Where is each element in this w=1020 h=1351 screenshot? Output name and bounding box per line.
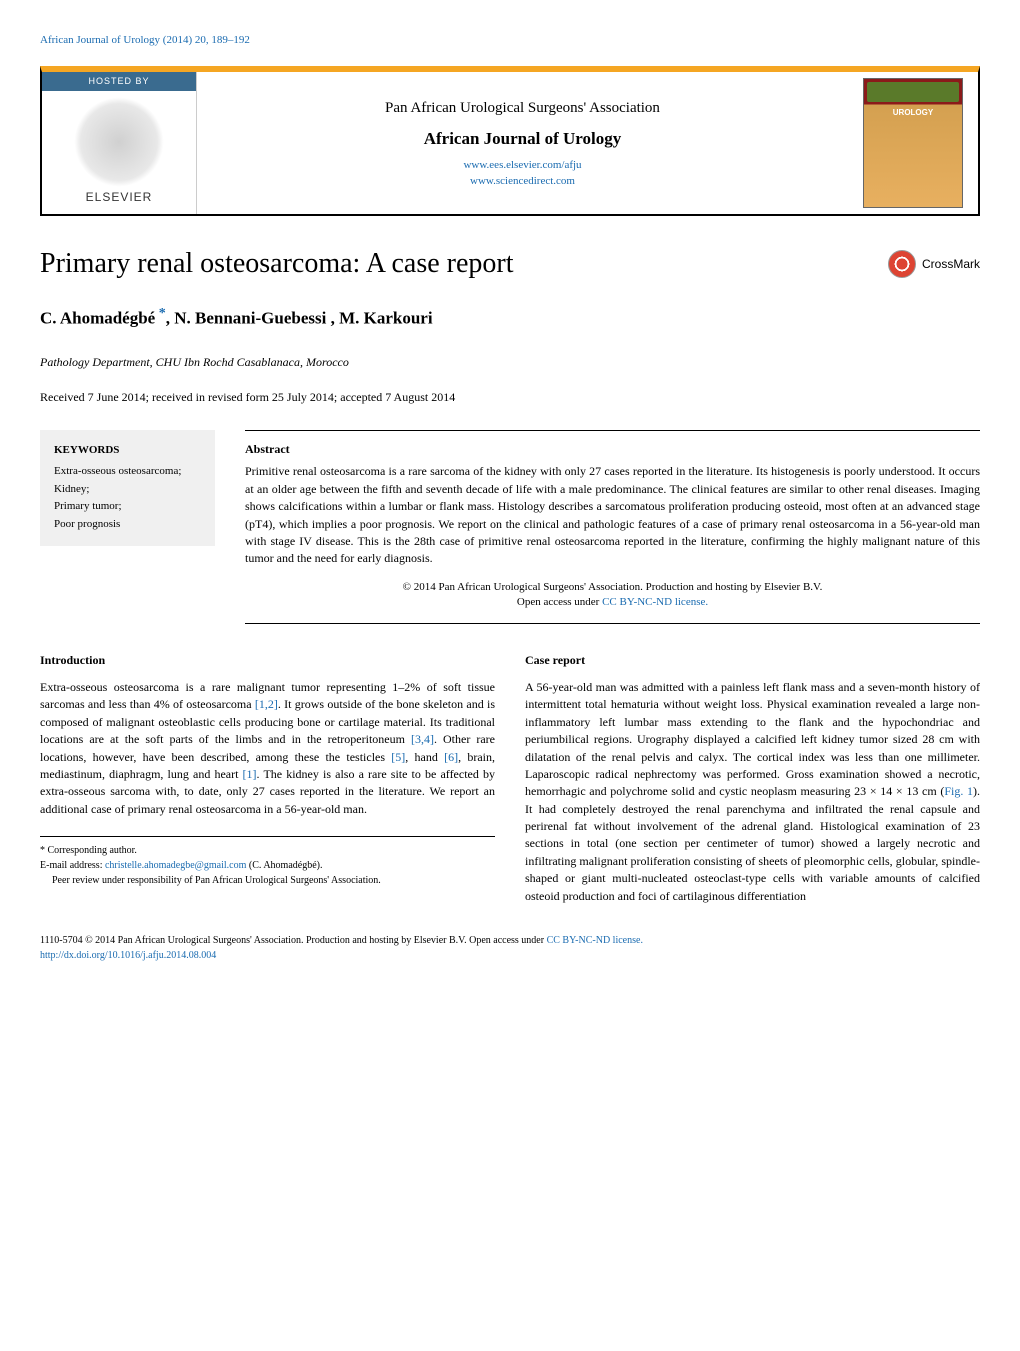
elsevier-label: ELSEVIER xyxy=(86,189,153,206)
authors: C. Ahomadégbé *, N. Bennani-Guebessi , M… xyxy=(40,304,980,330)
case-report-heading: Case report xyxy=(525,652,980,669)
abstract-rule-bottom xyxy=(245,623,980,624)
email-suffix: (C. Ahomadégbé). xyxy=(246,860,322,871)
keywords-heading: KEYWORDS xyxy=(54,442,201,460)
crossmark-icon xyxy=(888,250,916,278)
article-title: Primary renal osteosarcoma: A case repor… xyxy=(40,244,514,283)
abstract-heading: Abstract xyxy=(245,441,980,458)
ref-6[interactable]: [6] xyxy=(444,750,458,764)
keywords-list: Extra-osseous osteosarcoma; Kidney; Prim… xyxy=(54,463,201,533)
introduction-heading: Introduction xyxy=(40,652,495,669)
peer-review-note: Peer review under responsibility of Pan … xyxy=(40,873,495,888)
author-email-link[interactable]: christelle.ahomadegbe@gmail.com xyxy=(105,860,246,871)
ref-1-2[interactable]: [1,2] xyxy=(255,697,278,711)
footer-copyright: 1110-5704 © 2014 Pan African Urological … xyxy=(40,933,980,963)
journal-banner: HOSTED BY ELSEVIER Pan African Urologica… xyxy=(40,66,980,216)
fig-1-link[interactable]: Fig. 1 xyxy=(944,784,973,798)
article-dates: Received 7 June 2014; received in revise… xyxy=(40,389,980,406)
crossmark-label: CrossMark xyxy=(922,256,980,273)
journal-citation-link[interactable]: African Journal of Urology (2014) 20, 18… xyxy=(40,34,250,46)
email-label: E-mail address: xyxy=(40,860,105,871)
journal-name: African Journal of Urology xyxy=(209,127,836,151)
crossmark-badge[interactable]: CrossMark xyxy=(888,250,980,278)
affiliation: Pathology Department, CHU Ibn Rochd Casa… xyxy=(40,354,980,371)
license-prefix: Open access under xyxy=(517,596,602,608)
hosted-by-badge: HOSTED BY xyxy=(42,72,196,91)
elsevier-tree-icon xyxy=(74,97,164,187)
ref-5[interactable]: [5] xyxy=(391,750,405,764)
corresponding-author: * Corresponding author. xyxy=(40,843,495,858)
journal-link-2[interactable]: www.sciencedirect.com xyxy=(209,174,836,189)
journal-cover-thumbnail xyxy=(863,78,963,208)
keywords-box: KEYWORDS Extra-osseous osteosarcoma; Kid… xyxy=(40,430,215,546)
abstract-rule-top xyxy=(245,430,980,431)
ref-1[interactable]: [1] xyxy=(243,767,257,781)
footnotes: * Corresponding author. E-mail address: … xyxy=(40,836,495,888)
left-column: Introduction Extra-osseous osteosarcoma … xyxy=(40,652,495,915)
publisher-block: HOSTED BY ELSEVIER xyxy=(42,72,197,214)
abstract-copyright: © 2014 Pan African Urological Surgeons' … xyxy=(403,581,823,593)
footer-license-link[interactable]: CC BY-NC-ND license. xyxy=(547,935,643,946)
journal-link-1[interactable]: www.ees.elsevier.com/afju xyxy=(209,158,836,173)
case-report-paragraph: A 56-year-old man was admitted with a pa… xyxy=(525,679,980,905)
abstract-text: Primitive renal osteosarcoma is a rare s… xyxy=(245,463,980,567)
license-link[interactable]: CC BY-NC-ND license. xyxy=(602,596,708,608)
banner-right xyxy=(848,72,978,214)
banner-center: Pan African Urological Surgeons' Associa… xyxy=(197,86,848,202)
right-column: Case report A 56-year-old man was admitt… xyxy=(525,652,980,915)
association-name: Pan African Urological Surgeons' Associa… xyxy=(209,98,836,119)
ref-3-4[interactable]: [3,4] xyxy=(411,732,434,746)
introduction-paragraph: Extra-osseous osteosarcoma is a rare mal… xyxy=(40,679,495,818)
doi-link[interactable]: http://dx.doi.org/10.1016/j.afju.2014.08… xyxy=(40,950,216,961)
